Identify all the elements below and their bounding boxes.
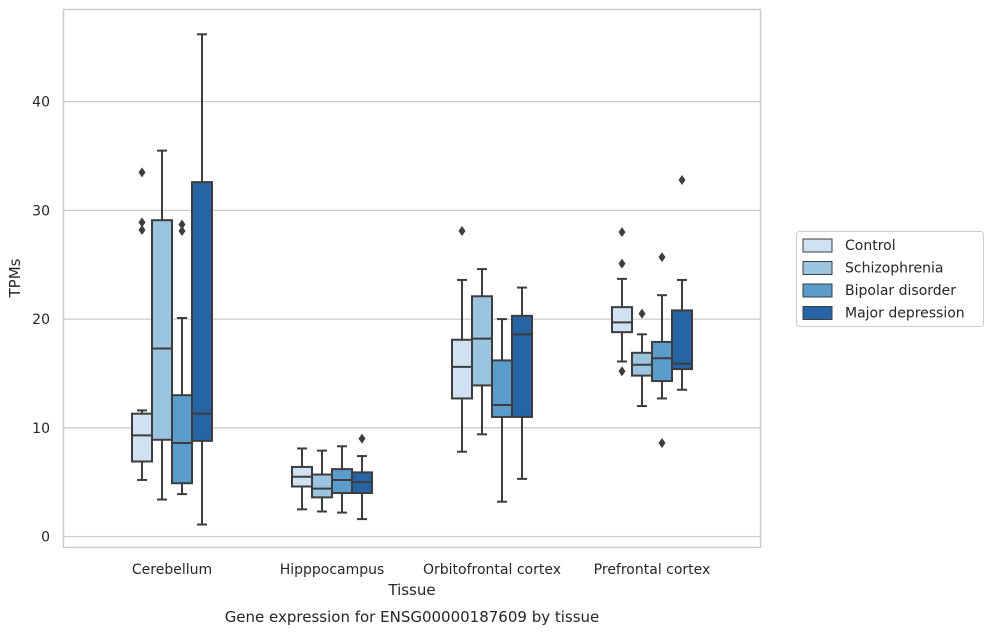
y-tick-label: 20 xyxy=(32,312,50,328)
outlier-point xyxy=(638,308,646,319)
legend-label: Schizophrenia xyxy=(845,261,943,277)
x-axis-label: Tissue xyxy=(387,581,435,599)
box xyxy=(331,468,353,495)
legend-swatch xyxy=(802,261,833,275)
legend-label: Control xyxy=(845,238,896,254)
box xyxy=(651,340,673,383)
outlier-point xyxy=(178,219,186,230)
outlier-point xyxy=(618,258,626,269)
outlier-point xyxy=(618,366,626,377)
outlier-point xyxy=(358,433,366,444)
legend-frame xyxy=(796,231,984,327)
legend-swatch xyxy=(802,238,833,253)
plot-area-frame xyxy=(62,8,762,549)
y-axis-ticks: 0 10 20 30 40 xyxy=(32,95,50,546)
box xyxy=(511,314,533,418)
x-tick-label: Prefrontal cortex xyxy=(594,562,711,578)
box xyxy=(471,295,493,387)
y-tick-label: 40 xyxy=(32,95,50,111)
x-axis-ticks: Cerebellum Hipppocampus Orbitofrontal cort… xyxy=(132,562,710,578)
box xyxy=(131,412,153,463)
y-tick-label: 10 xyxy=(32,421,50,437)
y-tick-label: 30 xyxy=(32,203,50,219)
legend-swatch xyxy=(802,306,833,320)
legend-swatch xyxy=(802,283,833,298)
legend-label: Major depression xyxy=(845,306,965,322)
box xyxy=(151,219,173,441)
outlier-point xyxy=(458,226,466,237)
outlier-point xyxy=(138,167,146,178)
x-tick-label: Hipppocampus xyxy=(280,562,385,578)
series-major-depression xyxy=(191,33,693,526)
chart-caption: Gene expression for ENSG00000187609 by t… xyxy=(225,608,600,626)
legend: Control Schizophrenia Bipolar disorder Majo… xyxy=(796,231,984,327)
x-tick-label: Cerebellum xyxy=(132,562,212,578)
x-tick-label: Orbitofrontal cortex xyxy=(423,562,561,578)
box xyxy=(311,473,333,499)
box xyxy=(451,338,473,400)
outlier-point xyxy=(138,224,146,235)
y-axis-label: TPMs xyxy=(6,258,24,298)
y-tick-label: 0 xyxy=(41,530,50,546)
box xyxy=(171,394,193,485)
box xyxy=(491,359,513,418)
outlier-point xyxy=(678,174,686,185)
outlier-point xyxy=(138,217,146,228)
legend-label: Bipolar disorder xyxy=(845,283,956,299)
outlier-point xyxy=(618,227,626,238)
series-control xyxy=(131,167,633,511)
box-series xyxy=(131,33,693,526)
outlier-point xyxy=(178,226,186,237)
box xyxy=(671,309,693,371)
series-schizophrenia xyxy=(151,149,653,513)
outlier-point xyxy=(658,252,666,263)
box xyxy=(611,306,633,334)
outlier-point xyxy=(658,438,666,449)
box xyxy=(191,181,213,442)
